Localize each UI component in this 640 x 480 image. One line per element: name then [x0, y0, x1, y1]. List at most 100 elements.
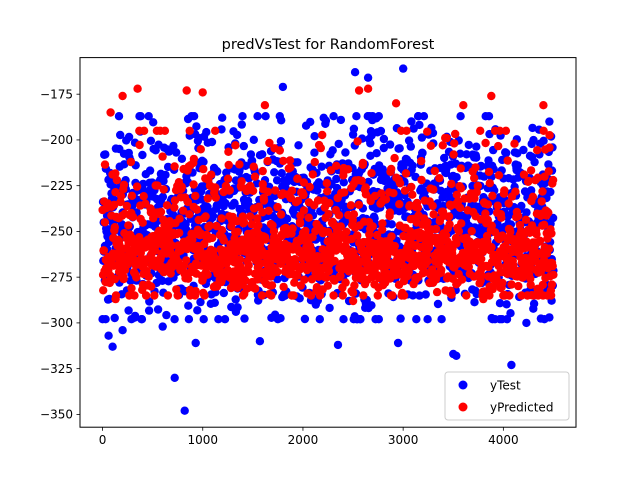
series-ypredicted: [98, 84, 558, 306]
data-point: [271, 186, 280, 195]
data-point: [485, 179, 494, 188]
data-point: [126, 157, 136, 167]
data-point: [119, 180, 129, 189]
data-point: [132, 273, 141, 282]
data-point: [441, 231, 451, 240]
data-point: [237, 177, 246, 186]
data-point: [545, 131, 554, 140]
data-point: [177, 182, 186, 192]
data-point: [385, 208, 395, 217]
data-point: [316, 143, 325, 153]
data-point: [546, 291, 556, 300]
data-point: [189, 180, 198, 189]
data-point: [169, 141, 178, 151]
data-point: [144, 112, 153, 121]
data-point: [547, 229, 556, 238]
data-point: [352, 112, 361, 121]
data-point: [503, 156, 512, 165]
data-point: [476, 126, 485, 135]
data-point: [146, 282, 156, 291]
data-point: [239, 141, 248, 151]
data-point: [533, 173, 543, 182]
data-point: [136, 112, 145, 121]
data-point: [395, 144, 404, 153]
data-point: [130, 311, 140, 321]
data-point: [377, 189, 386, 198]
data-point: [119, 274, 128, 284]
data-point: [333, 340, 343, 350]
data-point: [544, 167, 553, 176]
data-point: [488, 191, 497, 200]
data-point: [540, 220, 549, 229]
data-point: [433, 299, 443, 309]
data-point: [308, 170, 317, 179]
data-point: [440, 153, 449, 163]
data-point: [127, 284, 136, 293]
data-point: [356, 265, 365, 275]
x-tick-label: 4000: [488, 433, 519, 447]
data-point: [144, 306, 154, 315]
data-point: [517, 201, 526, 211]
data-point: [104, 331, 113, 340]
data-point: [399, 64, 408, 73]
data-point: [526, 280, 535, 290]
data-point: [179, 206, 188, 215]
data-point: [544, 208, 553, 217]
y-tick-label: −325: [40, 362, 73, 376]
data-point: [277, 169, 286, 178]
data-point: [138, 150, 147, 160]
data-point: [374, 112, 383, 121]
data-point: [391, 99, 401, 108]
x-tick-label: 0: [99, 433, 107, 447]
data-point: [533, 146, 542, 155]
data-point: [332, 174, 341, 184]
data-point: [353, 137, 362, 146]
data-point: [224, 147, 233, 156]
data-point: [473, 181, 482, 191]
data-point: [191, 338, 200, 348]
data-point: [518, 273, 527, 282]
y-tick-label: −275: [40, 270, 73, 284]
data-point: [471, 163, 480, 172]
data-point: [99, 246, 109, 255]
data-point: [495, 299, 505, 308]
data-point: [306, 117, 315, 127]
data-point: [279, 282, 288, 292]
data-point: [325, 198, 334, 208]
data-point: [270, 168, 279, 177]
data-point: [263, 156, 272, 166]
data-point: [477, 271, 486, 280]
data-point: [189, 112, 199, 121]
data-point: [162, 201, 172, 210]
data-point: [313, 186, 322, 195]
data-point: [497, 213, 506, 222]
data-point: [120, 160, 129, 169]
data-point: [199, 164, 208, 174]
data-point: [138, 218, 147, 227]
data-point: [110, 313, 119, 323]
data-point: [483, 200, 493, 209]
data-point: [189, 154, 199, 164]
data-point: [535, 236, 545, 245]
data-point: [519, 170, 529, 179]
data-point: [232, 130, 242, 140]
data-point: [276, 137, 286, 146]
data-point: [430, 166, 439, 176]
data-point: [259, 196, 269, 205]
data-point: [156, 207, 166, 216]
data-point: [198, 88, 207, 97]
data-point: [419, 112, 429, 121]
data-point: [197, 195, 206, 204]
legend-label-ytest: yTest: [490, 379, 521, 393]
data-point: [223, 174, 233, 183]
data-point: [524, 176, 533, 186]
data-point: [305, 182, 314, 192]
data-point: [261, 235, 270, 244]
data-point: [324, 210, 333, 219]
data-point: [267, 281, 277, 290]
data-point: [285, 156, 295, 165]
data-point: [192, 122, 201, 131]
data-point: [494, 171, 504, 180]
chart-title: predVsTest for RandomForest: [222, 37, 435, 53]
data-point: [248, 186, 258, 195]
